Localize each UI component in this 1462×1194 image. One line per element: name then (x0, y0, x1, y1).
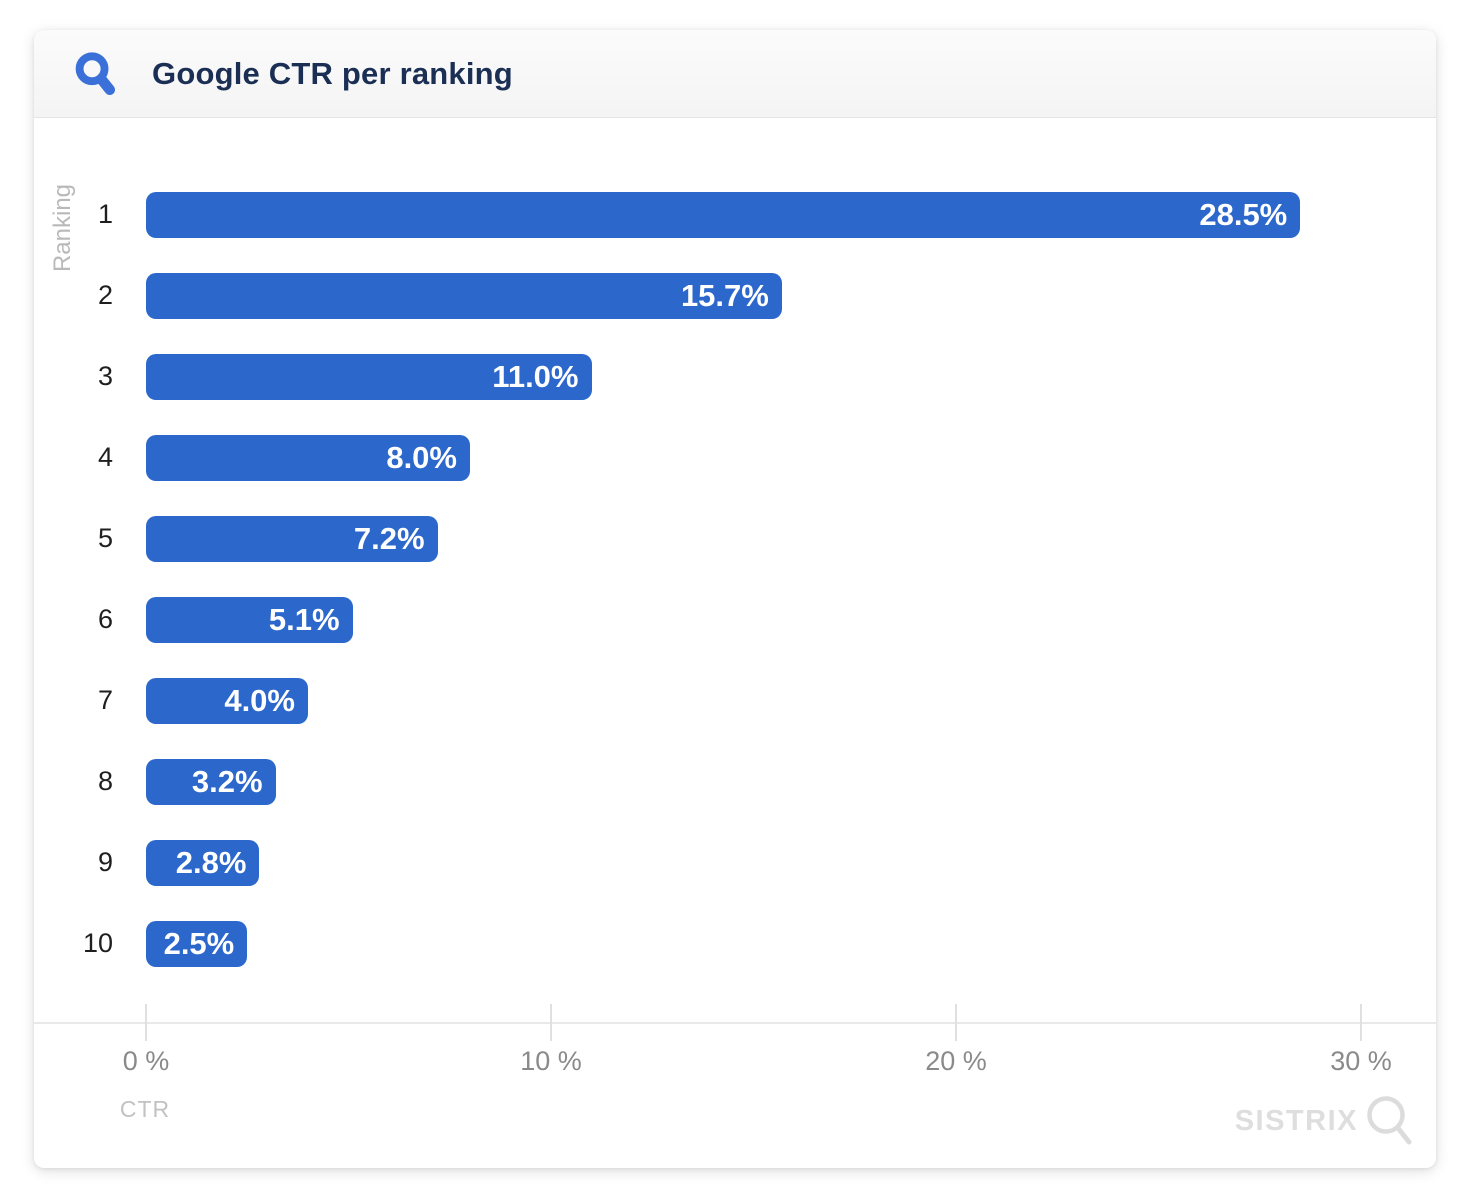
bar: 11.0% (146, 353, 592, 400)
x-tick-mark (1360, 1004, 1362, 1041)
bar-value-label: 7.2% (353, 520, 425, 556)
bar-row: 10 2.5% (34, 903, 1436, 984)
category-label: 2 (97, 280, 113, 310)
x-tick-mark (145, 1004, 147, 1041)
chart-card: Google CTR per ranking Ranking 1 28.5% 2 15… (34, 30, 1436, 1168)
category-label: 10 (82, 928, 113, 958)
bar-row: 2 15.7% (34, 255, 1436, 336)
bar-value-label: 28.5% (1199, 196, 1288, 232)
y-axis-label: Ranking (49, 183, 76, 273)
category-label: 3 (97, 361, 113, 391)
bar: 5.1% (146, 596, 353, 643)
bar: 3.2% (146, 758, 276, 805)
category-label: 8 (97, 766, 113, 796)
bar-row: 7 4.0% (34, 660, 1436, 741)
bar-row: 5 7.2% (34, 498, 1436, 579)
category-label: 1 (97, 199, 113, 229)
bar: 4.0% (146, 677, 308, 724)
x-tick-mark (550, 1004, 552, 1041)
bar-value-label: 11.0% (492, 358, 579, 394)
bar-value-label: 5.1% (268, 601, 340, 637)
bar: 2.8% (146, 839, 260, 886)
category-label: 5 (97, 523, 113, 553)
chart-title: Google CTR per ranking (152, 55, 513, 91)
bar-row: 8 3.2% (34, 741, 1436, 822)
bar: 15.7% (146, 272, 782, 319)
x-tick-label: 10 % (520, 1046, 582, 1076)
sistrix-wordmark: SISTRIX (1234, 1105, 1358, 1137)
x-axis-label: CTR (119, 1096, 171, 1122)
bar-value-label: 2.8% (175, 844, 247, 880)
bar-row: 1 28.5% (34, 174, 1436, 255)
bar-row: 6 5.1% (34, 579, 1436, 660)
category-label: 6 (97, 604, 113, 634)
bar-value-label: 2.5% (163, 925, 235, 961)
bar-value-label: 8.0% (386, 439, 457, 475)
bar-value-label: 15.7% (680, 277, 769, 313)
category-label: 7 (97, 685, 113, 715)
bar: 28.5% (146, 191, 1301, 238)
magnifier-icon (1366, 1094, 1416, 1148)
x-tick-label: 0 % (122, 1046, 170, 1076)
x-tick-label: 30 % (1330, 1046, 1392, 1076)
chart-area: Ranking 1 28.5% 2 15.7% 3 11.0% 4 8.0% 5 7.2% 6 5.1… (34, 118, 1436, 1168)
search-icon (75, 50, 117, 98)
bar-rows: 1 28.5% 2 15.7% 3 11.0% 4 8.0% 5 7.2% 6 5.1% 7 4.0% 8 3… (34, 118, 1436, 984)
bar-row: 4 8.0% (34, 417, 1436, 498)
bar-row: 9 2.8% (34, 822, 1436, 903)
bar: 7.2% (146, 515, 438, 562)
x-tick-label: 20 % (925, 1046, 987, 1076)
category-label: 4 (97, 442, 113, 472)
bar: 8.0% (146, 434, 470, 481)
x-axis-line (34, 1022, 1436, 1024)
category-label: 9 (97, 847, 113, 877)
bar-row: 3 11.0% (34, 336, 1436, 417)
bar-value-label: 4.0% (224, 682, 295, 718)
bar: 2.5% (146, 920, 248, 967)
sistrix-logo: SISTRIX (1235, 1094, 1416, 1148)
bar-value-label: 3.2% (191, 763, 263, 799)
card-header: Google CTR per ranking (34, 30, 1436, 118)
x-tick-mark (955, 1004, 957, 1041)
